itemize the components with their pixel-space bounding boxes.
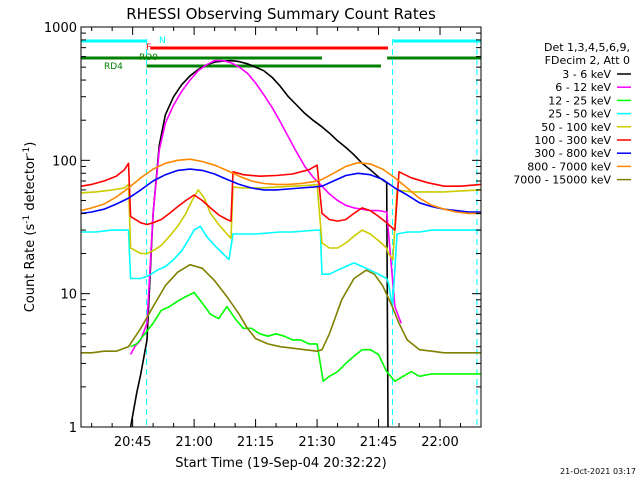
legend-label-1: 6 - 12 keV [555,81,611,94]
series-line-2 [130,291,481,383]
legend-label-5: 100 - 300 keV [534,134,611,147]
x-axis-label: Start Time (19-Sep-04 20:32:22) [175,456,386,471]
legend-label-7: 800 - 7000 keV [527,160,611,173]
flag-label-0: N [159,36,166,46]
y-tick-label-2: 100 [52,154,77,169]
legend-header-line-2: FDecim 2, Att 0 [545,54,630,67]
legend-label-2: 12 - 25 keV [548,94,611,107]
x-tick-label-3: 21:30 [298,435,335,450]
y-tick-label-0: 1 [69,421,77,436]
series-line-3 [81,225,481,308]
series-line-0 [129,59,389,427]
legend-label-3: 25 - 50 keV [548,108,611,121]
x-tick-label-5: 22:00 [421,435,458,450]
legend-label-6: 300 - 800 keV [534,147,611,160]
legend-label-8: 7000 - 15000 keV [513,174,611,187]
legend-label-4: 50 - 100 keV [541,121,611,134]
x-tick-label-0: 20:45 [114,435,151,450]
y-tick-label-3: 1000 [44,21,77,36]
night-markers [146,39,478,427]
plot-frame [80,26,482,428]
series-line-1 [129,59,402,355]
chart-title: RHESSI Observing Summary Count Rates [126,5,436,23]
series-line-8 [81,263,481,354]
flag-label-2: RD0 [139,53,158,63]
axes: 20:45 21:00 21:15 21:30 21:45 22:00 1 10 100 1000 [44,21,482,450]
legend-label-0: 3 - 6 keV [562,68,611,81]
flag-label-3: RD4 [104,62,123,72]
flag-label-1: F [146,43,151,53]
y-axis-label: Count Rate (s-1 detector-1) [22,142,38,313]
series-line-6 [81,168,481,215]
series-line-5 [81,162,481,231]
y-axis-label-group: Count Rate (s-1 detector-1) [22,142,38,313]
series-line-7 [81,158,481,215]
timestamp: 21-Oct-2021 03:17 [560,467,636,476]
x-tick-label-2: 21:15 [237,435,274,450]
x-tick-label-1: 21:00 [175,435,212,450]
legend-header-line-1: Det 1,3,4,5,6,9, [544,41,630,54]
x-tick-label-4: 21:45 [360,435,397,450]
y-tick-label-1: 10 [60,288,77,303]
legend: Det 1,3,4,5,6,9, FDecim 2, Att 0 3 - 6 k… [513,41,631,187]
series-lines [81,59,481,427]
